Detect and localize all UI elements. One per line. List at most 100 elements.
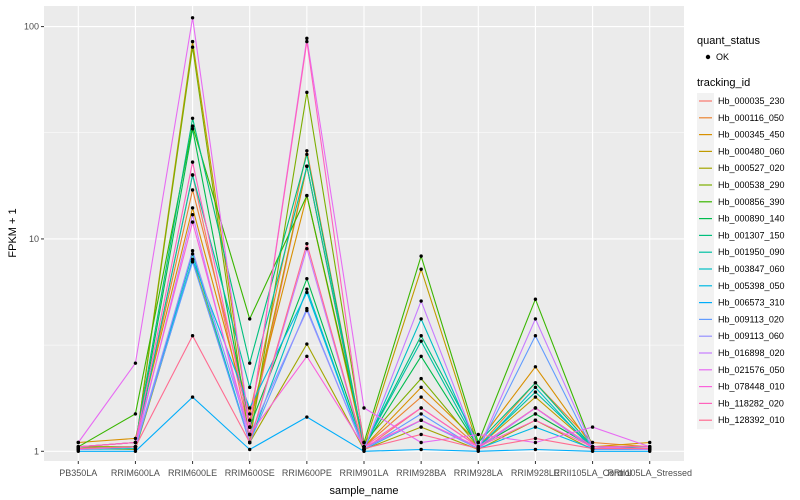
data-point	[533, 436, 538, 441]
data-point	[133, 449, 138, 453]
data-point	[248, 418, 252, 422]
data-point	[533, 390, 538, 394]
data-point	[248, 447, 252, 452]
data-point	[133, 412, 138, 416]
legend-item-label: Hb_128392_010	[718, 415, 785, 425]
legend-shape-key	[705, 54, 711, 60]
data-point	[76, 446, 80, 451]
data-point	[419, 339, 423, 343]
data-point	[419, 354, 423, 359]
data-point	[248, 412, 252, 416]
x-tick-label: RRIM928BA	[396, 468, 446, 478]
data-point	[190, 260, 195, 264]
data-point	[419, 267, 423, 271]
data-point	[190, 160, 195, 164]
legend-item-label: Hb_009113_060	[718, 331, 784, 341]
data-point	[648, 440, 652, 445]
legend-item-label: Hb_000538_290	[718, 180, 785, 190]
legend-color-items: Hb_000035_230 Hb_000116_050 Hb_000345_450 H…	[697, 93, 785, 430]
legend-item-label: Hb_001950_090	[718, 247, 785, 257]
data-point	[533, 385, 538, 390]
data-point	[362, 406, 366, 410]
legend-item-label: Hb_118282_020	[718, 398, 784, 408]
data-point	[419, 406, 423, 410]
data-point	[533, 406, 538, 410]
data-point	[248, 361, 252, 365]
data-point	[305, 342, 309, 346]
legend-item-label: Hb_016898_020	[718, 348, 785, 358]
data-point	[419, 440, 423, 445]
data-point	[190, 249, 195, 253]
data-point	[133, 440, 138, 445]
data-point	[533, 425, 538, 429]
data-point	[305, 164, 309, 168]
data-point	[533, 412, 538, 416]
data-point	[248, 432, 252, 437]
data-point	[533, 317, 538, 321]
data-point	[533, 381, 538, 385]
data-point	[190, 45, 195, 49]
legend-shape-title: quant_status	[697, 35, 760, 47]
data-point	[305, 246, 309, 251]
data-point	[533, 334, 538, 338]
data-point	[190, 395, 195, 399]
y-axis-title: FPKM + 1	[7, 208, 19, 257]
data-point	[190, 334, 195, 338]
data-point	[362, 440, 366, 445]
data-point	[533, 365, 538, 369]
legend-item-label: Hb_000890_140	[718, 214, 785, 224]
x-tick-label: RRIM600LA	[111, 468, 160, 478]
data-point	[362, 446, 366, 451]
data-point	[190, 116, 195, 120]
data-point	[305, 36, 309, 41]
data-point	[590, 425, 595, 429]
y-tick-label: 10	[29, 234, 39, 244]
data-point	[648, 446, 652, 451]
legend-item-label: Hb_000856_390	[718, 197, 785, 207]
legend-item-label: Hb_000345_450	[718, 130, 785, 140]
x-tick-label: RRIM600LE	[168, 468, 217, 478]
legend-item-label: Hb_000527_020	[718, 163, 785, 173]
data-point	[419, 447, 423, 452]
legend-item-label: Hb_078448_010	[718, 382, 785, 392]
data-point	[190, 206, 195, 210]
legend-item-label: Hb_000116_050	[718, 113, 784, 123]
data-point	[590, 440, 595, 445]
x-tick-label: RRIM600PE	[282, 468, 332, 478]
data-point	[190, 213, 195, 217]
x-tick-label: RRIM928LE	[511, 468, 560, 478]
data-point	[419, 425, 423, 429]
data-point	[419, 395, 423, 399]
data-point	[533, 297, 538, 301]
data-point	[305, 308, 309, 313]
y-axis-ticks: 1 10 100	[24, 22, 44, 456]
data-point	[248, 440, 252, 445]
data-point	[305, 149, 309, 153]
legend-item-label: Hb_000035_230	[718, 96, 785, 106]
x-tick-label: RRIM901LA	[339, 468, 388, 478]
legend-item-label: Hb_000480_060	[718, 146, 785, 156]
data-point	[476, 432, 480, 437]
data-point	[419, 317, 423, 321]
legend: quant_status OK tracking_id Hb_000035_23…	[697, 35, 785, 430]
data-point	[190, 173, 195, 177]
data-point	[419, 412, 423, 416]
data-point	[248, 385, 252, 390]
data-point	[533, 447, 538, 452]
data-point	[305, 193, 309, 198]
data-point	[133, 445, 138, 449]
x-axis-title: sample_name	[329, 485, 398, 497]
legend-item-label: Hb_009113_020	[718, 314, 784, 324]
data-point	[190, 188, 195, 192]
data-point	[190, 127, 195, 131]
legend-shape-label: OK	[716, 52, 729, 62]
x-tick-label: RRIM600SE	[225, 468, 275, 478]
x-tick-label: RRII105LA_Control	[554, 468, 632, 478]
data-point	[76, 440, 80, 445]
data-point	[419, 299, 423, 303]
data-point	[419, 254, 423, 258]
data-point	[419, 334, 423, 338]
grid-lines	[44, 6, 684, 461]
data-point	[190, 257, 195, 262]
